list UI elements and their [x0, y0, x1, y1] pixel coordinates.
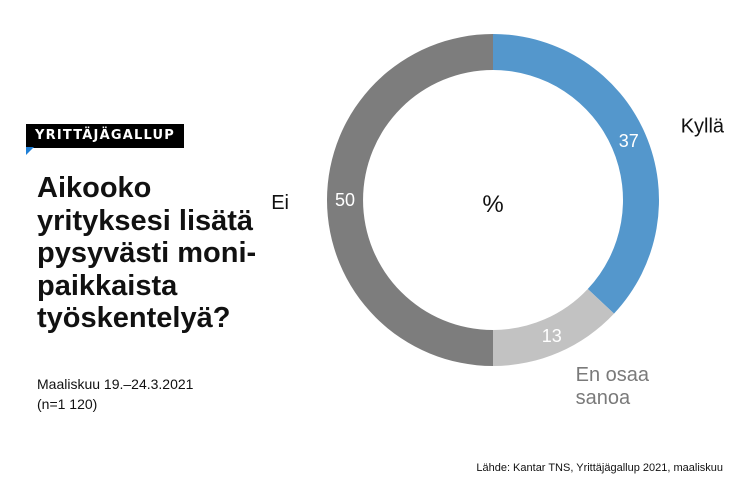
survey-period: Maaliskuu 19.–24.3.2021 (n=1 120)	[37, 374, 193, 414]
slice-category-label: Kyllä	[681, 115, 725, 137]
question-line: työskentelyä?	[37, 302, 231, 334]
question-line: yrityksesi lisätä	[37, 204, 254, 237]
question-line: pysyvästi moni-	[37, 237, 257, 269]
source-note: Lähde: Kantar TNS, Yrittäjägallup 2021, …	[476, 462, 723, 474]
question-line: paikkaista	[37, 269, 178, 302]
donut-slice	[493, 34, 659, 314]
slice-category-line: En osaa	[576, 364, 650, 386]
chart-question: Aikooko yrityksesi lisätä pysyvästi moni…	[37, 172, 297, 335]
donut-slice	[493, 288, 615, 366]
slice-value-label: 50	[335, 190, 355, 210]
donut-slice	[327, 34, 493, 366]
survey-badge: YRITTÄJÄGALLUP	[26, 124, 184, 148]
survey-dates: Maaliskuu 19.–24.3.2021	[37, 376, 194, 392]
center-label: %	[482, 191, 503, 218]
question-line: Aikooko	[37, 172, 152, 204]
badge-accent-marker	[26, 147, 34, 155]
slice-category-line: sanoa	[576, 387, 631, 409]
slice-category-line: Ei	[271, 192, 289, 214]
slice-value-label: 13	[542, 326, 562, 346]
slice-category-line: Kyllä	[681, 115, 725, 137]
slice-category-label: En osaa sanoa	[576, 364, 650, 409]
slice-value-label: 37	[619, 131, 639, 151]
sample-size: (n=1 120)	[37, 396, 98, 412]
slice-category-label: Ei	[271, 192, 289, 214]
